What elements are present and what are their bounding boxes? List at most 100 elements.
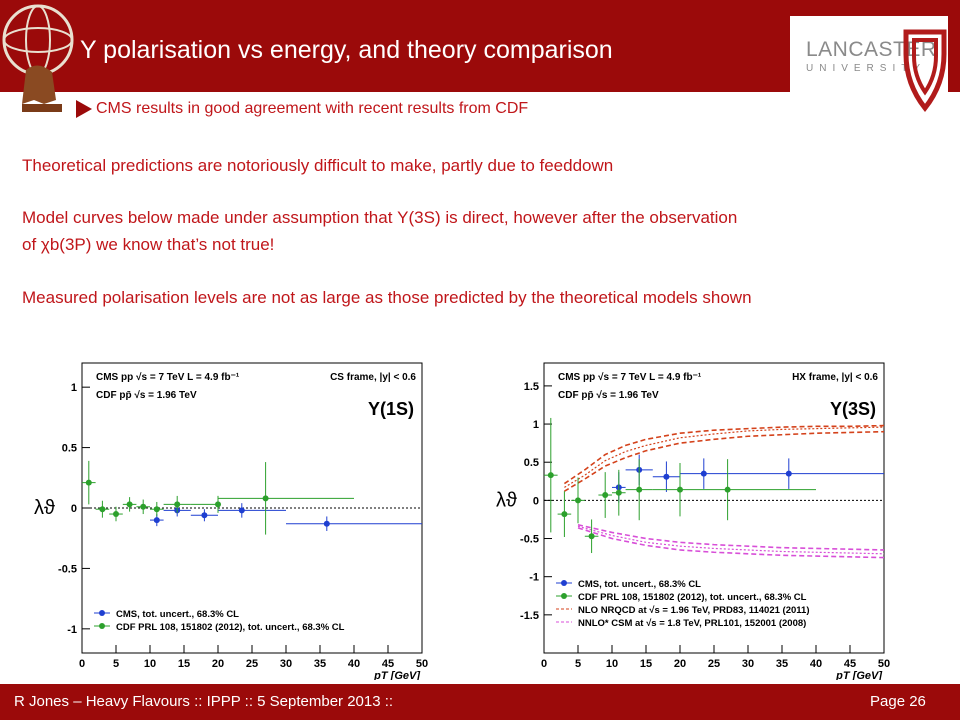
x-tick-label: 40 xyxy=(348,658,360,670)
y-tick-label: 0 xyxy=(533,495,539,507)
data-point xyxy=(238,507,245,514)
header-line-2: CDF pp̄ √s = 1.96 TeV xyxy=(558,390,659,401)
data-point xyxy=(588,533,595,540)
legend-entry: CMS, tot. uncert., 68.3% CL xyxy=(116,609,239,620)
data-point xyxy=(615,489,622,496)
x-tick-label: 35 xyxy=(314,658,326,670)
legend-marker xyxy=(99,623,105,629)
page-number: Page 26 xyxy=(870,693,926,710)
page-title: Υ polarisation vs energy, and theory com… xyxy=(80,36,613,64)
y-tick-label: -1.5 xyxy=(520,610,539,622)
header-line-2: CDF pp̄ √s = 1.96 TeV xyxy=(96,390,197,401)
theory-band-edge xyxy=(563,424,885,485)
data-point xyxy=(575,497,581,504)
x-tick-label: 10 xyxy=(144,658,156,670)
header-line-1: CMS pp √s = 7 TeV L = 4.9 fb⁻¹ xyxy=(558,372,702,383)
x-tick-label: 20 xyxy=(674,658,686,670)
y-tick-label: 0.5 xyxy=(524,457,539,469)
legend-entry: NNLO* CSM at √s = 1.8 TeV, PRL101, 15200… xyxy=(578,618,806,629)
data-point xyxy=(636,486,643,493)
atlas-logo xyxy=(2,4,74,112)
x-tick-label: 30 xyxy=(742,658,754,670)
x-tick-label: 0 xyxy=(79,658,85,670)
theory-band-mid xyxy=(564,426,885,488)
y-axis-label: λϑ xyxy=(496,489,517,511)
data-point xyxy=(201,512,208,519)
x-tick-label: 10 xyxy=(606,658,618,670)
legend-entry: CDF PRL 108, 151802 (2012), tot. uncert.… xyxy=(116,622,345,633)
arrow-bullet-icon xyxy=(76,100,92,118)
data-point xyxy=(602,492,609,499)
y-tick-label: -1 xyxy=(529,572,539,584)
y-tick-label: 0 xyxy=(71,503,77,515)
x-tick-label: 25 xyxy=(246,658,258,670)
data-point xyxy=(663,473,670,480)
x-axis-label: pT [GeV] xyxy=(835,670,882,680)
data-point xyxy=(113,511,119,518)
x-tick-label: 45 xyxy=(382,658,394,670)
y-tick-label: 1.5 xyxy=(524,381,539,393)
x-axis-label: pT [GeV] xyxy=(373,670,420,680)
x-tick-label: 40 xyxy=(810,658,822,670)
data-point xyxy=(85,479,92,486)
data-point xyxy=(724,486,731,493)
chart-upsilon-3s: 0 5 10 15 20 25 30 35 40 45 50 1.5 1 0.5 0 -0.5 -1 -1.5 λϑ… xyxy=(496,362,890,680)
legend-marker xyxy=(561,580,567,586)
bullet-line-3a: Model curves below made under assumption… xyxy=(22,208,738,227)
frame-label: HX frame, |y| < 0.6 xyxy=(792,372,878,383)
legend-entry: CMS, tot. uncert., 68.3% CL xyxy=(578,579,701,590)
x-tick-label: 5 xyxy=(113,658,119,670)
y-axis-label: λϑ xyxy=(34,497,55,519)
x-tick-label: 5 xyxy=(575,658,581,670)
data-point xyxy=(561,511,568,518)
footer-bar xyxy=(0,684,960,720)
state-label: Υ(3S) xyxy=(830,399,876,419)
data-point xyxy=(785,470,792,477)
x-tick-label: 0 xyxy=(541,658,547,670)
y-tick-label: 1 xyxy=(533,419,539,431)
data-point xyxy=(700,470,707,477)
bullet-line-1: CMS results in good agreement with recen… xyxy=(96,100,529,117)
y-tick-label: -0.5 xyxy=(58,563,77,575)
header-line-1: CMS pp √s = 7 TeV L = 4.9 fb⁻¹ xyxy=(96,372,240,383)
chart-upsilon-1s: 0 5 10 15 20 25 30 35 40 45 50 1 0.5 0 -0.5 -1 λϑ pT [GeV… xyxy=(34,362,428,680)
lancaster-crest-icon xyxy=(903,29,947,113)
data-point xyxy=(215,501,221,508)
theory-band-edge xyxy=(577,524,885,551)
theory-band-edge xyxy=(563,430,885,492)
x-tick-label: 30 xyxy=(280,658,292,670)
y-tick-label: 0.5 xyxy=(62,443,77,455)
data-point xyxy=(126,501,133,508)
x-tick-label: 50 xyxy=(416,658,428,670)
bullet-line-3b: of χb(3P) we know that’s not true! xyxy=(22,235,275,254)
data-point xyxy=(153,517,160,524)
legend-entry: NLO NRQCD at √s = 1.96 TeV, PRD83, 11402… xyxy=(578,605,809,616)
data-point xyxy=(547,472,554,479)
data-point xyxy=(323,520,330,527)
x-tick-label: 45 xyxy=(844,658,856,670)
data-point xyxy=(99,506,106,513)
plot-frame xyxy=(543,362,885,654)
y-tick-label: -0.5 xyxy=(520,534,539,546)
data-point xyxy=(140,503,147,510)
frame-label: CS frame, |y| < 0.6 xyxy=(330,372,416,383)
x-tick-label: 20 xyxy=(212,658,224,670)
data-point xyxy=(153,506,160,513)
legend-marker xyxy=(561,593,567,599)
x-tick-label: 25 xyxy=(708,658,720,670)
state-label: Υ(1S) xyxy=(368,399,414,419)
x-tick-label: 50 xyxy=(878,658,890,670)
legend-marker xyxy=(99,610,105,616)
footer-text: R Jones – Heavy Flavours :: IPPP :: 5 Se… xyxy=(14,693,394,710)
bullet-line-2: Theoretical predictions are notoriously … xyxy=(22,156,614,175)
legend-entry: CDF PRL 108, 151802 (2012), tot. uncert.… xyxy=(578,592,807,603)
y-tick-label: 1 xyxy=(71,382,77,394)
university-sub: UNIVERSITY xyxy=(806,63,927,74)
theory-band-edge xyxy=(577,527,885,559)
data-point xyxy=(174,501,181,508)
x-tick-label: 15 xyxy=(640,658,652,670)
x-tick-label: 35 xyxy=(776,658,788,670)
y-tick-label: -1 xyxy=(67,624,77,636)
bullet-line-4: Measured polarisation levels are not as … xyxy=(22,288,752,307)
x-tick-label: 15 xyxy=(178,658,190,670)
